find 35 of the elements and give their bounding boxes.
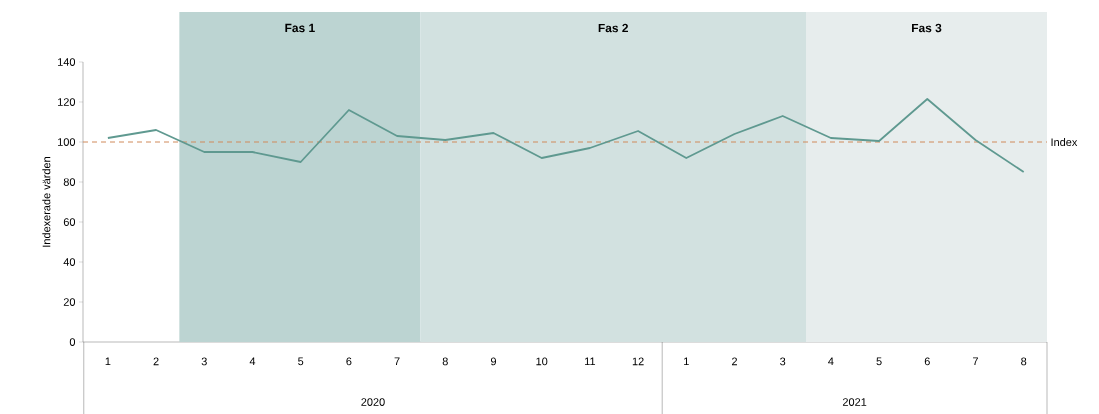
x-tick-label: 5: [298, 357, 304, 366]
x-tick-label: 2: [153, 357, 159, 366]
band-label: Fas 3: [912, 23, 942, 33]
y-tick-label: 120: [58, 98, 76, 106]
x-tick-label: 5: [876, 357, 882, 366]
x-tick-label: 6: [924, 357, 930, 366]
y-tick-label: 40: [63, 258, 76, 266]
x-tick-label: 3: [201, 357, 207, 366]
x-tick-label: 11: [585, 357, 596, 366]
x-tick-label: 1: [105, 357, 111, 366]
x-tick-label: 2: [731, 357, 737, 366]
text: 2021: [842, 398, 867, 406]
x-tick-label: 4: [828, 357, 834, 366]
y-tick-label: 20: [63, 298, 76, 306]
text: 2020: [361, 398, 385, 406]
x-tick-label: 1: [684, 357, 689, 366]
y-tick-label: 0: [69, 338, 76, 346]
y-tick-label: 60: [63, 218, 76, 226]
y-axis-title: Indexerade värden: [42, 157, 51, 247]
y-tick-label: 140: [58, 58, 76, 66]
x-tick-label: 12: [632, 357, 644, 366]
x-tick-label: 8: [1021, 357, 1027, 366]
ref-line-label: Index: [1051, 137, 1078, 147]
x-tick-label: 9: [490, 357, 497, 366]
y-tick-label: 80: [63, 178, 76, 186]
x-tick-label: 6: [346, 357, 352, 366]
x-tick-label: 10: [536, 357, 548, 366]
x-tick-label: 4: [249, 357, 256, 366]
band-label: Fas 2: [598, 23, 628, 33]
band-label: Fas 1: [285, 23, 315, 33]
x-tick-label: 3: [780, 357, 786, 366]
x-tick-label: 8: [442, 357, 448, 366]
x-tick-label: 7: [394, 357, 400, 366]
y-tick-label: 100: [58, 138, 76, 146]
x-tick-label: 7: [973, 357, 978, 366]
